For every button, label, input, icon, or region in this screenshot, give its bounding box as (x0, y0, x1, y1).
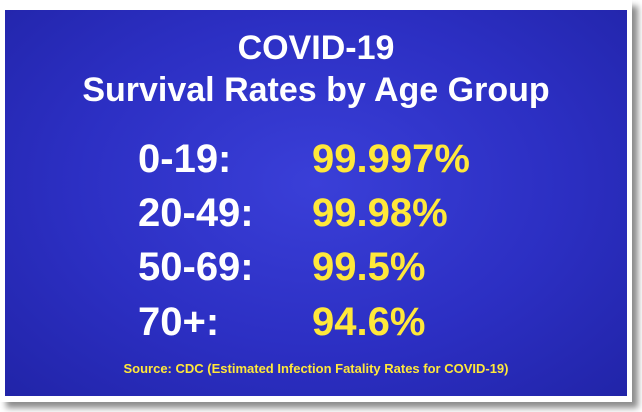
slide-frame: COVID-19 Survival Rates by Age Group 0-1… (5, 10, 627, 396)
rate-row: 20-49: 99.98% (5, 188, 627, 238)
age-group-label: 0-19: (138, 137, 232, 181)
rate-row: 0-19: 99.997% (5, 134, 627, 184)
slide-panel: COVID-19 Survival Rates by Age Group 0-1… (5, 10, 627, 396)
title-line-1: COVID-19 (237, 29, 395, 67)
survival-rate-value: 99.98% (312, 191, 448, 235)
survival-rate-value: 94.6% (312, 300, 426, 344)
source-caption: Source: CDC (Estimated Infection Fatalit… (123, 361, 509, 376)
survival-rate-value: 99.5% (312, 245, 426, 289)
rate-row: 50-69: 99.5% (5, 242, 627, 292)
title-line-2: Survival Rates by Age Group (82, 71, 550, 109)
age-group-label: 20-49: (138, 191, 254, 235)
survival-rate-value: 99.997% (312, 137, 470, 181)
age-group-label: 70+: (138, 300, 220, 344)
rate-row: 70+: 94.6% (5, 297, 627, 347)
age-group-label: 50-69: (138, 245, 254, 289)
